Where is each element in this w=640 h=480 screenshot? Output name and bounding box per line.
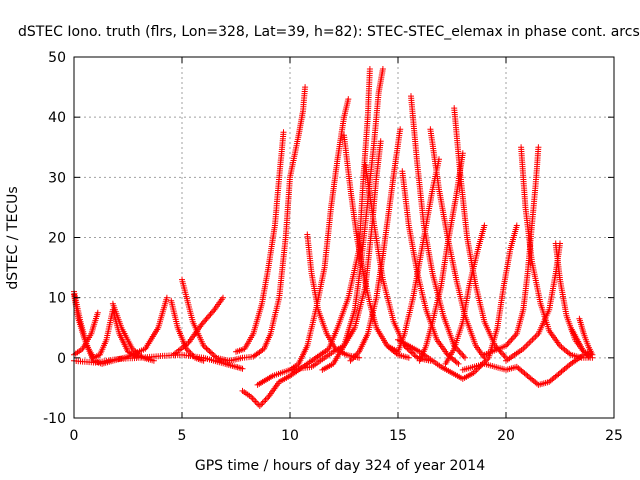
y-tick-label: 20 [48, 231, 66, 247]
x-tick-label: 15 [389, 428, 407, 444]
chart-title: dSTEC Iono. truth (flrs, Lon=328, Lat=39… [18, 24, 640, 40]
x-axis: 0 5 10 15 20 25 [70, 57, 623, 444]
y-tick-label: -10 [43, 411, 66, 427]
y-tick-label: 0 [57, 351, 66, 367]
y-tick-label: 40 [48, 110, 66, 126]
y-axis-label: dSTEC / TECUs [5, 186, 21, 289]
x-axis-label: GPS time / hours of day 324 of year 2014 [195, 458, 485, 474]
x-tick-label: 5 [178, 428, 187, 444]
x-tick-label: 20 [497, 428, 515, 444]
y-tick-label: 50 [48, 50, 66, 66]
y-tick-label: 30 [48, 170, 66, 186]
x-tick-label: 25 [605, 428, 623, 444]
x-tick-label: 0 [70, 428, 79, 444]
y-tick-label: 10 [48, 291, 66, 307]
x-tick-label: 10 [281, 428, 299, 444]
y-axis: -10 0 10 20 30 40 50 [43, 50, 614, 427]
